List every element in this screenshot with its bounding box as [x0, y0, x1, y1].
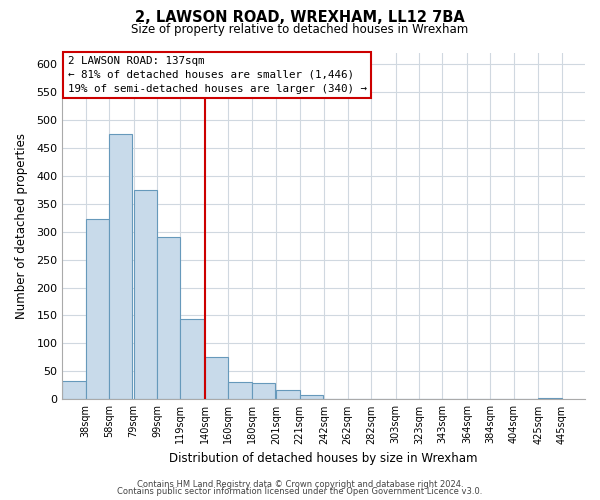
Text: 2, LAWSON ROAD, WREXHAM, LL12 7BA: 2, LAWSON ROAD, WREXHAM, LL12 7BA — [135, 10, 465, 25]
Bar — [229, 382, 252, 400]
Bar — [299, 395, 323, 400]
Bar — [205, 358, 229, 400]
Y-axis label: Number of detached properties: Number of detached properties — [15, 133, 28, 319]
Text: Contains HM Land Registry data © Crown copyright and database right 2024.: Contains HM Land Registry data © Crown c… — [137, 480, 463, 489]
Bar — [324, 399, 347, 400]
Text: Size of property relative to detached houses in Wrexham: Size of property relative to detached ho… — [131, 22, 469, 36]
Bar — [181, 319, 204, 400]
Text: 2 LAWSON ROAD: 137sqm
← 81% of detached houses are smaller (1,446)
19% of semi-d: 2 LAWSON ROAD: 137sqm ← 81% of detached … — [68, 56, 367, 94]
X-axis label: Distribution of detached houses by size in Wrexham: Distribution of detached houses by size … — [169, 452, 478, 465]
Bar — [277, 390, 299, 400]
Bar — [109, 134, 133, 400]
Text: Contains public sector information licensed under the Open Government Licence v3: Contains public sector information licen… — [118, 487, 482, 496]
Bar — [86, 220, 109, 400]
Bar — [157, 236, 181, 400]
Bar — [538, 398, 562, 400]
Bar — [252, 383, 275, 400]
Bar — [134, 190, 157, 400]
Bar — [62, 381, 86, 400]
